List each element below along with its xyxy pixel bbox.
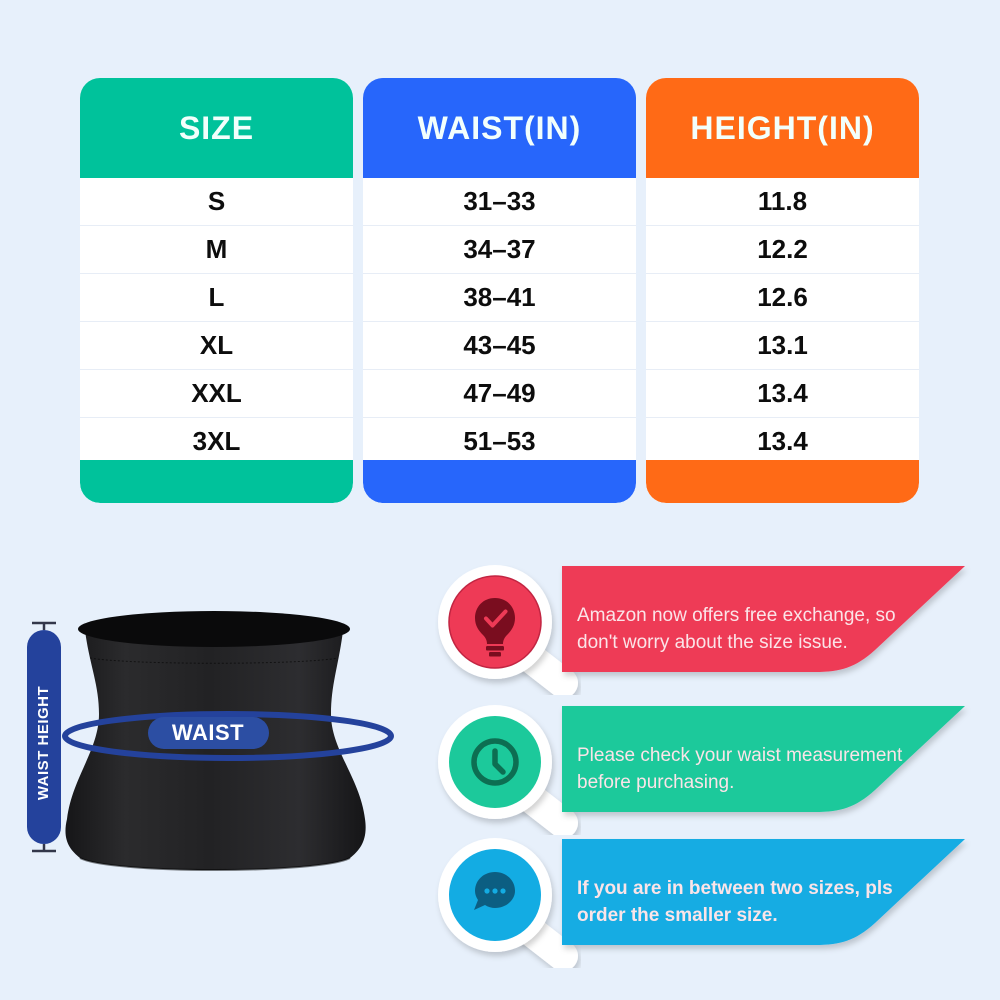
svg-text:WAIST HEIGHT: WAIST HEIGHT [35, 686, 52, 800]
